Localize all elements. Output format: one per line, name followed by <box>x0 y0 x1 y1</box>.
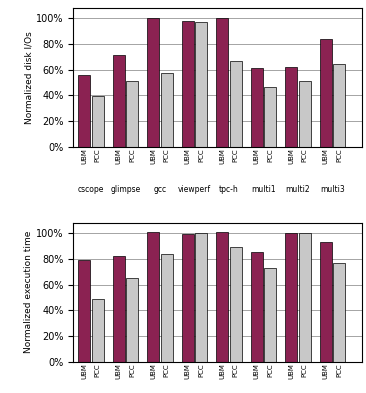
Bar <box>264 268 276 362</box>
Bar <box>195 233 207 362</box>
Bar <box>216 18 228 147</box>
Bar <box>161 253 173 362</box>
Bar <box>182 234 194 362</box>
Text: multi1: multi1 <box>251 185 276 195</box>
Bar <box>182 21 194 147</box>
Bar <box>285 67 297 147</box>
Bar <box>333 64 345 147</box>
Bar <box>229 247 242 362</box>
Bar <box>78 75 90 147</box>
Text: multi2: multi2 <box>285 185 310 195</box>
Bar <box>113 55 125 147</box>
Bar <box>147 18 159 147</box>
Text: gcc: gcc <box>153 185 167 195</box>
Bar <box>92 299 104 362</box>
Bar <box>320 39 332 147</box>
Bar <box>251 252 263 362</box>
Bar <box>299 233 311 362</box>
Bar <box>285 233 297 362</box>
Text: tpc-h: tpc-h <box>219 185 239 195</box>
Text: glimpse: glimpse <box>111 185 141 195</box>
Bar <box>264 88 276 147</box>
Bar <box>229 61 242 147</box>
Bar <box>126 81 138 147</box>
Bar <box>92 96 104 147</box>
Bar <box>251 68 263 147</box>
Text: multi3: multi3 <box>320 185 345 195</box>
Text: cscope: cscope <box>78 185 104 195</box>
Bar <box>161 73 173 147</box>
Bar <box>78 260 90 362</box>
Y-axis label: Normalized execution time: Normalized execution time <box>24 231 33 353</box>
Bar <box>333 263 345 362</box>
Bar <box>320 242 332 362</box>
Y-axis label: Normalized disk I/Os: Normalized disk I/Os <box>24 31 33 123</box>
Bar <box>147 232 159 362</box>
Bar <box>216 232 228 362</box>
Bar <box>195 22 207 147</box>
Text: viewperf: viewperf <box>178 185 211 195</box>
Bar <box>113 256 125 362</box>
Bar <box>126 278 138 362</box>
Bar <box>299 81 311 147</box>
